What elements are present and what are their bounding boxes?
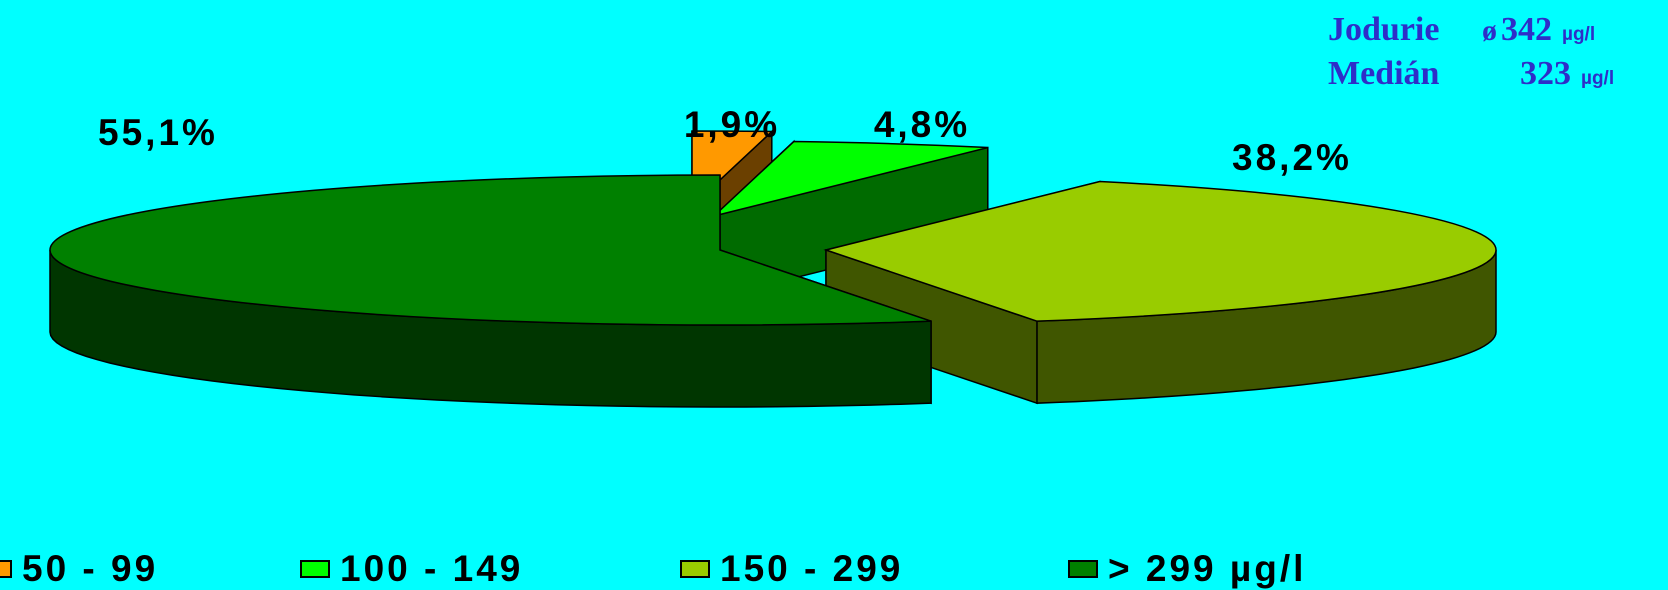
stat-mean-label: Jodurie (1328, 11, 1440, 48)
data-label-50-99: 1,9% (684, 104, 780, 145)
pie-slice-top (49, 174, 932, 326)
legend-swatch (300, 560, 330, 578)
stat-row-mean: Jodurie ø 342 µg/l (1328, 8, 1614, 52)
pie-slice-top (711, 140, 988, 218)
pie-chart: 1,9% 4,8% 38,2% 55,1% (49, 104, 1497, 408)
legend-label: 150 - 299 (720, 548, 904, 589)
stat-median-value: 323 (1520, 55, 1571, 92)
legend-swatch (680, 560, 710, 578)
legend-swatch (1068, 560, 1098, 578)
data-label-100-149: 4,8% (874, 104, 970, 145)
legend-swatch (0, 560, 12, 578)
pie-slice-top (823, 180, 1497, 322)
iodine-stats-panel: Jodurie ø 342 µg/l Medián 323 µg/l (1328, 8, 1614, 96)
stat-median-unit: µg/l (1581, 68, 1615, 89)
legend-label: 100 - 149 (340, 548, 524, 589)
legend-label: 50 - 99 (22, 548, 159, 589)
chart-legend: 50 - 99 100 - 149 150 - 299 > 299 µg/l (0, 548, 1668, 590)
legend-label: > 299 µg/l (1108, 548, 1307, 589)
data-label-299-g-l: 55,1% (98, 112, 218, 153)
data-label-150-299: 38,2% (1232, 137, 1352, 178)
stat-mean-value: 342 (1501, 11, 1552, 48)
stat-mean-unit: µg/l (1562, 24, 1596, 45)
stat-median-label: Medián (1328, 55, 1440, 92)
stat-row-median: Medián 323 µg/l (1328, 52, 1614, 96)
pie-slice-299-g-l (49, 174, 932, 408)
diameter-symbol: ø (1482, 14, 1497, 47)
